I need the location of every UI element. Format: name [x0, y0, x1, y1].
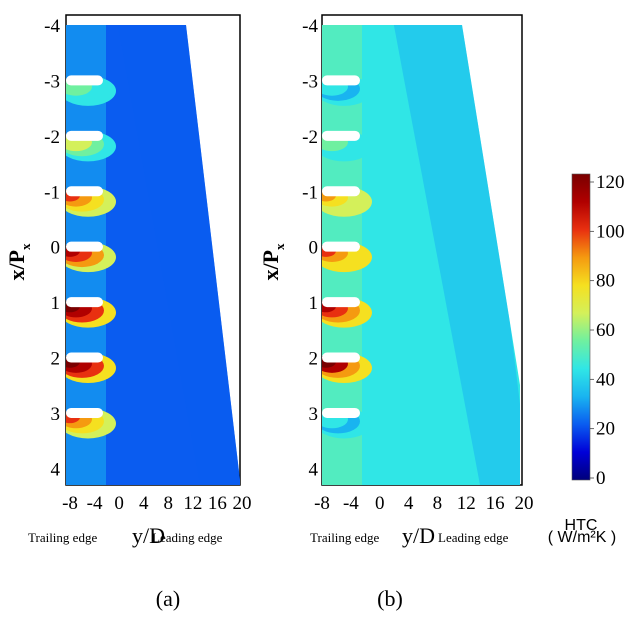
trailing-edge-note-b: Trailing edge	[310, 530, 379, 545]
y-tick-label: 2	[309, 349, 319, 370]
colorbar-tick-labels: 120 100 80 60 40 20 0	[590, 172, 625, 489]
y-tick-label: -1	[302, 182, 318, 203]
colorbar-tick-label: 60	[596, 320, 615, 341]
colorbar-tick-label: 0	[596, 468, 606, 489]
x-axis-label-a: y/D	[132, 523, 165, 548]
y-tick-label: 2	[51, 349, 61, 370]
y-tick-label: 4	[51, 459, 61, 480]
x-tick-label: -8	[314, 493, 330, 514]
film-hole	[66, 186, 103, 197]
film-holes-b	[322, 75, 360, 418]
film-hole	[66, 130, 103, 141]
colorbar-tick-label: 100	[596, 221, 625, 242]
y-tick-label: -2	[302, 127, 318, 148]
x-tick-label: 0	[375, 493, 385, 514]
y-tick-labels-b: -4 -3 -2 -1 0 1 2 3 4	[302, 16, 318, 480]
x-tick-label: 4	[139, 493, 149, 514]
film-hole	[322, 130, 360, 141]
x-tick-labels-a: -8 -4 0 4 8 12 16 20	[62, 493, 251, 514]
film-holes-a	[66, 75, 103, 418]
film-hole	[322, 297, 360, 308]
x-tick-label: 16	[208, 493, 227, 514]
x-tick-label: 8	[433, 493, 443, 514]
film-hole	[66, 352, 103, 363]
htc-leading-band	[392, 25, 520, 485]
film-hole	[66, 407, 103, 418]
y-tick-label: 3	[51, 404, 61, 425]
colorbar-title: HTC	[565, 517, 598, 534]
x-tick-label: 12	[183, 493, 202, 514]
film-hole	[66, 297, 103, 308]
y-tick-label: 0	[51, 238, 61, 259]
x-tick-label: 12	[457, 493, 476, 514]
x-tick-label: 4	[404, 493, 414, 514]
y-axis-label-a: x/Px	[4, 243, 33, 281]
colorbar-strip	[571, 173, 591, 481]
y-axis-label-b: x/Px	[258, 243, 287, 281]
film-hole	[322, 352, 360, 363]
colorbar-units: ( W/m²K )	[548, 529, 616, 546]
trailing-edge-note-a: Trailing edge	[28, 530, 97, 545]
film-hole	[66, 75, 103, 86]
y-tick-label: 1	[309, 293, 319, 314]
y-tick-label: -1	[44, 182, 60, 203]
y-tick-label: 1	[51, 293, 61, 314]
x-tick-label: 20	[233, 493, 252, 514]
caption-b: (b)	[377, 586, 403, 611]
x-tick-label: 20	[515, 493, 534, 514]
y-tick-label: -3	[302, 71, 318, 92]
colorbar-tick-label: 120	[596, 172, 625, 193]
y-tick-label: -2	[44, 127, 60, 148]
film-hole	[322, 75, 360, 86]
x-tick-label: -8	[62, 493, 78, 514]
x-tick-label: -4	[343, 493, 359, 514]
leading-edge-note-b: Leading edge	[438, 530, 509, 545]
film-hole	[66, 241, 103, 252]
colorbar-tick-label: 40	[596, 369, 615, 390]
y-tick-labels-a: -4 -3 -2 -1 0 1 2 3 4	[44, 16, 60, 480]
film-hole	[322, 186, 360, 197]
caption-a: (a)	[156, 586, 180, 611]
htc-leading-band	[116, 25, 240, 485]
y-tick-label: 3	[309, 404, 319, 425]
y-tick-label: -4	[302, 16, 318, 37]
x-tick-label: 8	[164, 493, 174, 514]
leading-edge-note-a: Leading edge	[152, 530, 223, 545]
x-axis-label-b: y/D	[402, 523, 435, 548]
x-tick-labels-b: -8 -4 0 4 8 12 16 20	[314, 493, 533, 514]
colorbar-tick-label: 80	[596, 271, 615, 292]
y-tick-label: 4	[309, 459, 319, 480]
film-hole	[322, 407, 360, 418]
x-tick-label: -4	[87, 493, 103, 514]
y-tick-label: -4	[44, 16, 60, 37]
y-tick-label: 0	[309, 238, 319, 259]
x-tick-label: 0	[114, 493, 124, 514]
x-tick-label: 16	[486, 493, 505, 514]
y-tick-label: -3	[44, 71, 60, 92]
colorbar-tick-label: 20	[596, 419, 615, 440]
colorbar: 120 100 80 60 40 20 0 HTC ( W/m²K )	[548, 172, 625, 546]
film-hole	[322, 241, 360, 252]
